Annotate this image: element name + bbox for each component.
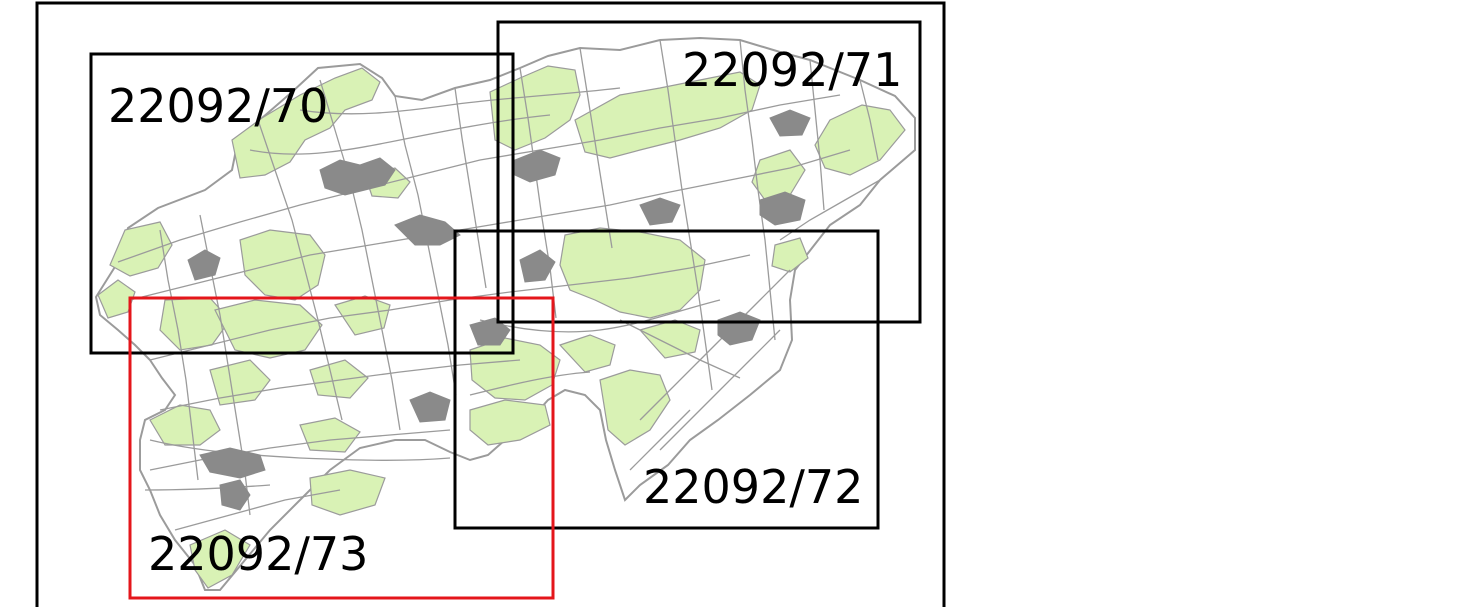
forest-patch — [239, 229, 326, 301]
forest-patch — [309, 359, 369, 399]
village-cluster — [409, 391, 451, 423]
parcel-line — [149, 439, 451, 461]
parcel-line — [859, 79, 879, 161]
forest-patch — [209, 359, 271, 406]
settlements — [187, 109, 811, 511]
village-cluster — [187, 249, 221, 281]
selected-sheet-border — [128, 296, 555, 600]
parcel-line — [639, 269, 791, 421]
forest-patch — [771, 237, 809, 273]
village-cluster — [199, 447, 266, 479]
sheet-22092-71[interactable]: 22092/71 — [496, 20, 922, 324]
parcel-line — [249, 114, 551, 155]
village-cluster — [394, 214, 461, 246]
village-cluster — [219, 479, 251, 511]
sheet-border — [496, 20, 922, 324]
territory — [94, 36, 916, 591]
sheet-22092-73[interactable]: 22092/73 — [128, 296, 555, 600]
village-cluster — [717, 311, 761, 346]
parcel-line — [519, 67, 557, 319]
parcel-line — [659, 39, 713, 391]
parcel-line — [149, 254, 751, 361]
parcel-line — [479, 299, 721, 333]
forest-patch — [469, 399, 551, 446]
sheet-label: 22092/71 — [682, 43, 902, 97]
sheet-22092-70[interactable]: 22092/70 — [89, 52, 515, 355]
sheet-label: 22092/73 — [148, 527, 368, 581]
parcel-line — [629, 409, 691, 471]
parcel-line — [174, 489, 341, 531]
parcel-lines — [117, 39, 881, 531]
parcel-line — [257, 119, 343, 421]
forest-patch — [214, 299, 323, 359]
village-cluster — [319, 157, 396, 196]
parcel-line — [469, 371, 591, 396]
village-cluster — [639, 197, 681, 226]
forest-patch — [109, 221, 173, 277]
forest-patch — [558, 334, 616, 373]
sheet-label: 22092/70 — [108, 79, 328, 133]
forest-patch — [599, 369, 671, 446]
sheet-border — [453, 229, 880, 530]
parcel-line — [659, 329, 781, 451]
village-cluster — [769, 109, 811, 137]
village-cluster — [469, 317, 511, 346]
sheet-index: 22092/70 22092/71 22092/72 22092/73 — [89, 20, 922, 600]
village-cluster — [519, 249, 556, 283]
parcel-line — [809, 59, 825, 211]
forest-areas — [97, 65, 906, 589]
sheet-22092-72[interactable]: 22092/72 — [453, 229, 880, 530]
territory-outline — [94, 36, 916, 591]
parcel-line — [579, 47, 613, 249]
parcel-line — [619, 319, 741, 379]
parcel-line — [454, 87, 487, 289]
forest-patch — [814, 104, 906, 176]
parcel-line — [129, 149, 851, 301]
parcel-line — [117, 94, 841, 263]
parcel-line — [159, 359, 521, 411]
parcel-line — [299, 87, 621, 115]
forest-patch — [189, 529, 251, 589]
parcel-line — [144, 484, 271, 491]
forest-patch — [309, 469, 386, 516]
parcel-line — [319, 79, 401, 431]
sheet-label: 22092/72 — [643, 460, 863, 514]
village-cluster — [759, 191, 806, 226]
forest-patch — [299, 417, 361, 453]
forest-patch — [574, 71, 761, 159]
parcel-line — [159, 229, 199, 481]
forest-patch — [149, 404, 221, 446]
sheet-border — [89, 52, 515, 355]
village-cluster — [514, 149, 561, 183]
parcel-line — [149, 429, 451, 471]
